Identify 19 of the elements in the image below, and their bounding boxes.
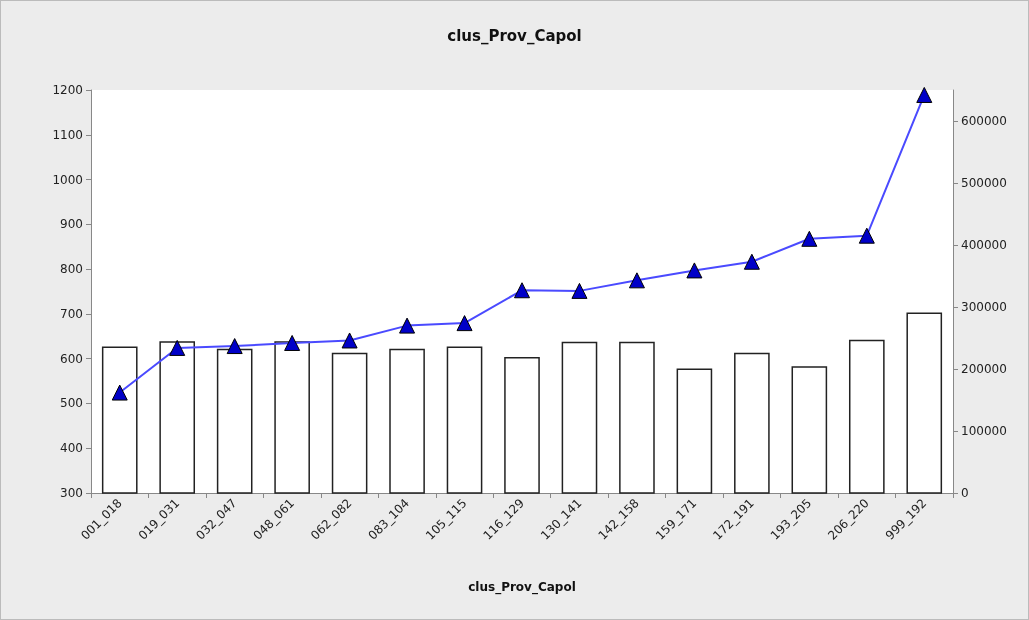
y-tick-label: 900 xyxy=(60,217,83,232)
y-tick-label: 300 xyxy=(60,486,83,500)
y-tick-label: 500 xyxy=(60,396,83,411)
y2-tick-label: 500000 xyxy=(961,176,1007,190)
y-tick-label: 1100 xyxy=(52,127,83,142)
y-tick-label: 700 xyxy=(60,306,83,321)
y-tick-label: 1200 xyxy=(52,83,83,97)
y2-tick-label: 0 xyxy=(961,486,969,500)
y2-tick-label: 100000 xyxy=(961,424,1007,438)
y-tick-label: 400 xyxy=(60,441,83,456)
y-tick-label: 800 xyxy=(60,262,83,277)
y-tick-label: 600 xyxy=(60,351,83,366)
y-tick-label: 1000 xyxy=(52,172,83,187)
y2-tick-label: 400000 xyxy=(961,238,1007,252)
y2-tick-label: 300000 xyxy=(961,300,1007,314)
chart-title: clus_Prov_Capol xyxy=(447,26,582,45)
y2-tick-label: 600000 xyxy=(961,114,1007,128)
y2-tick-label: 200000 xyxy=(961,362,1007,376)
x-axis-title: clus_Prov_Capol xyxy=(468,580,576,595)
